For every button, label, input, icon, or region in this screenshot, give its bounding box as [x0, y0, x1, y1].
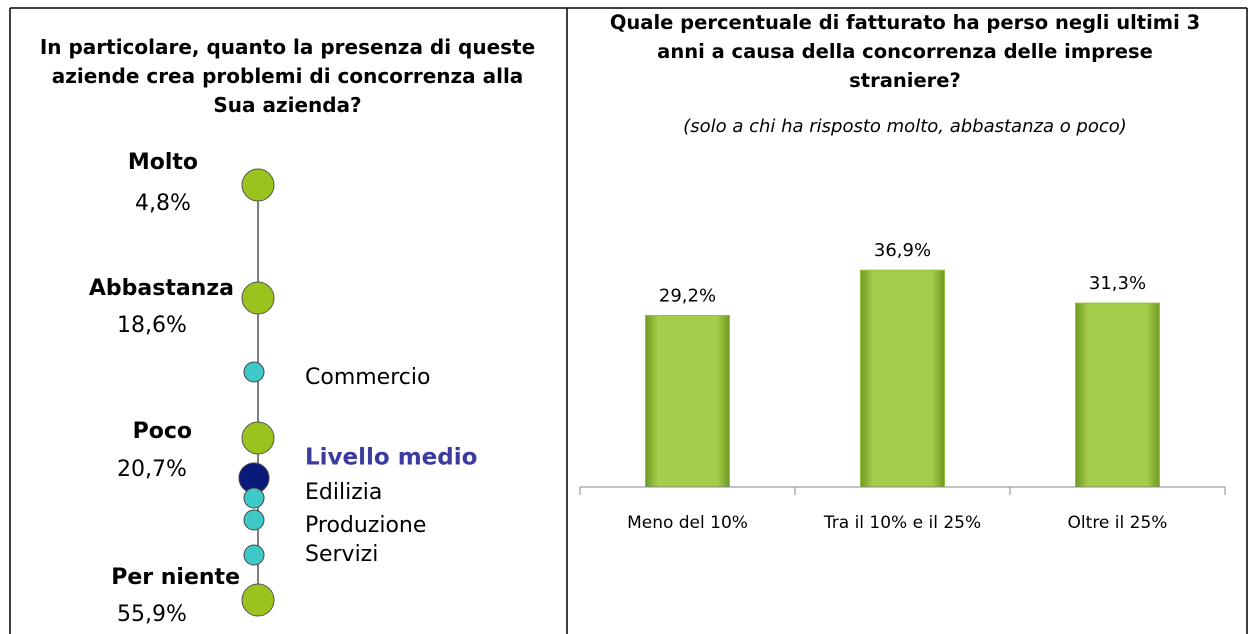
x-tick-label: Tra il 10% e il 25%	[823, 513, 981, 533]
scale-title: In particolare, quanto la presenza di qu…	[39, 35, 536, 117]
bar	[860, 269, 945, 488]
marker-dot	[243, 544, 265, 566]
level-label: Per niente	[111, 565, 240, 590]
level-dot	[241, 583, 275, 617]
level-label: Poco	[133, 419, 192, 444]
bar	[645, 314, 730, 488]
level-dot	[241, 281, 275, 315]
level-value: 55,9%	[117, 602, 187, 627]
x-tick-label: Meno del 10%	[627, 513, 748, 533]
value-label: 29,2%	[659, 285, 716, 306]
marker-label: Edilizia	[305, 480, 382, 505]
level-value: 4,8%	[135, 191, 191, 216]
level-label: Abbastanza	[89, 276, 234, 301]
frame	[9, 7, 1248, 634]
marker-label: Commercio	[305, 365, 430, 390]
x-tick-label: Oltre il 25%	[1068, 513, 1168, 533]
bar	[1075, 302, 1160, 488]
marker-dot	[243, 361, 265, 383]
value-label: 31,3%	[1089, 273, 1146, 294]
level-label: Molto	[128, 150, 198, 175]
level-dot	[241, 168, 275, 202]
chart-title: Quale percentuale di fatturato ha perso …	[609, 11, 1201, 92]
marker-label: Servizi	[305, 542, 378, 567]
level-dot	[241, 421, 275, 455]
marker-dot	[243, 509, 265, 531]
marker-label: Livello medio	[305, 445, 477, 471]
marker-label: Produzione	[305, 513, 426, 538]
level-value: 20,7%	[117, 457, 187, 482]
level-value: 18,6%	[117, 313, 187, 338]
marker-dot	[243, 487, 265, 509]
chart-subtitle: (solo a chi ha risposto molto, abbastanz…	[683, 116, 1127, 137]
value-label: 36,9%	[874, 240, 931, 261]
